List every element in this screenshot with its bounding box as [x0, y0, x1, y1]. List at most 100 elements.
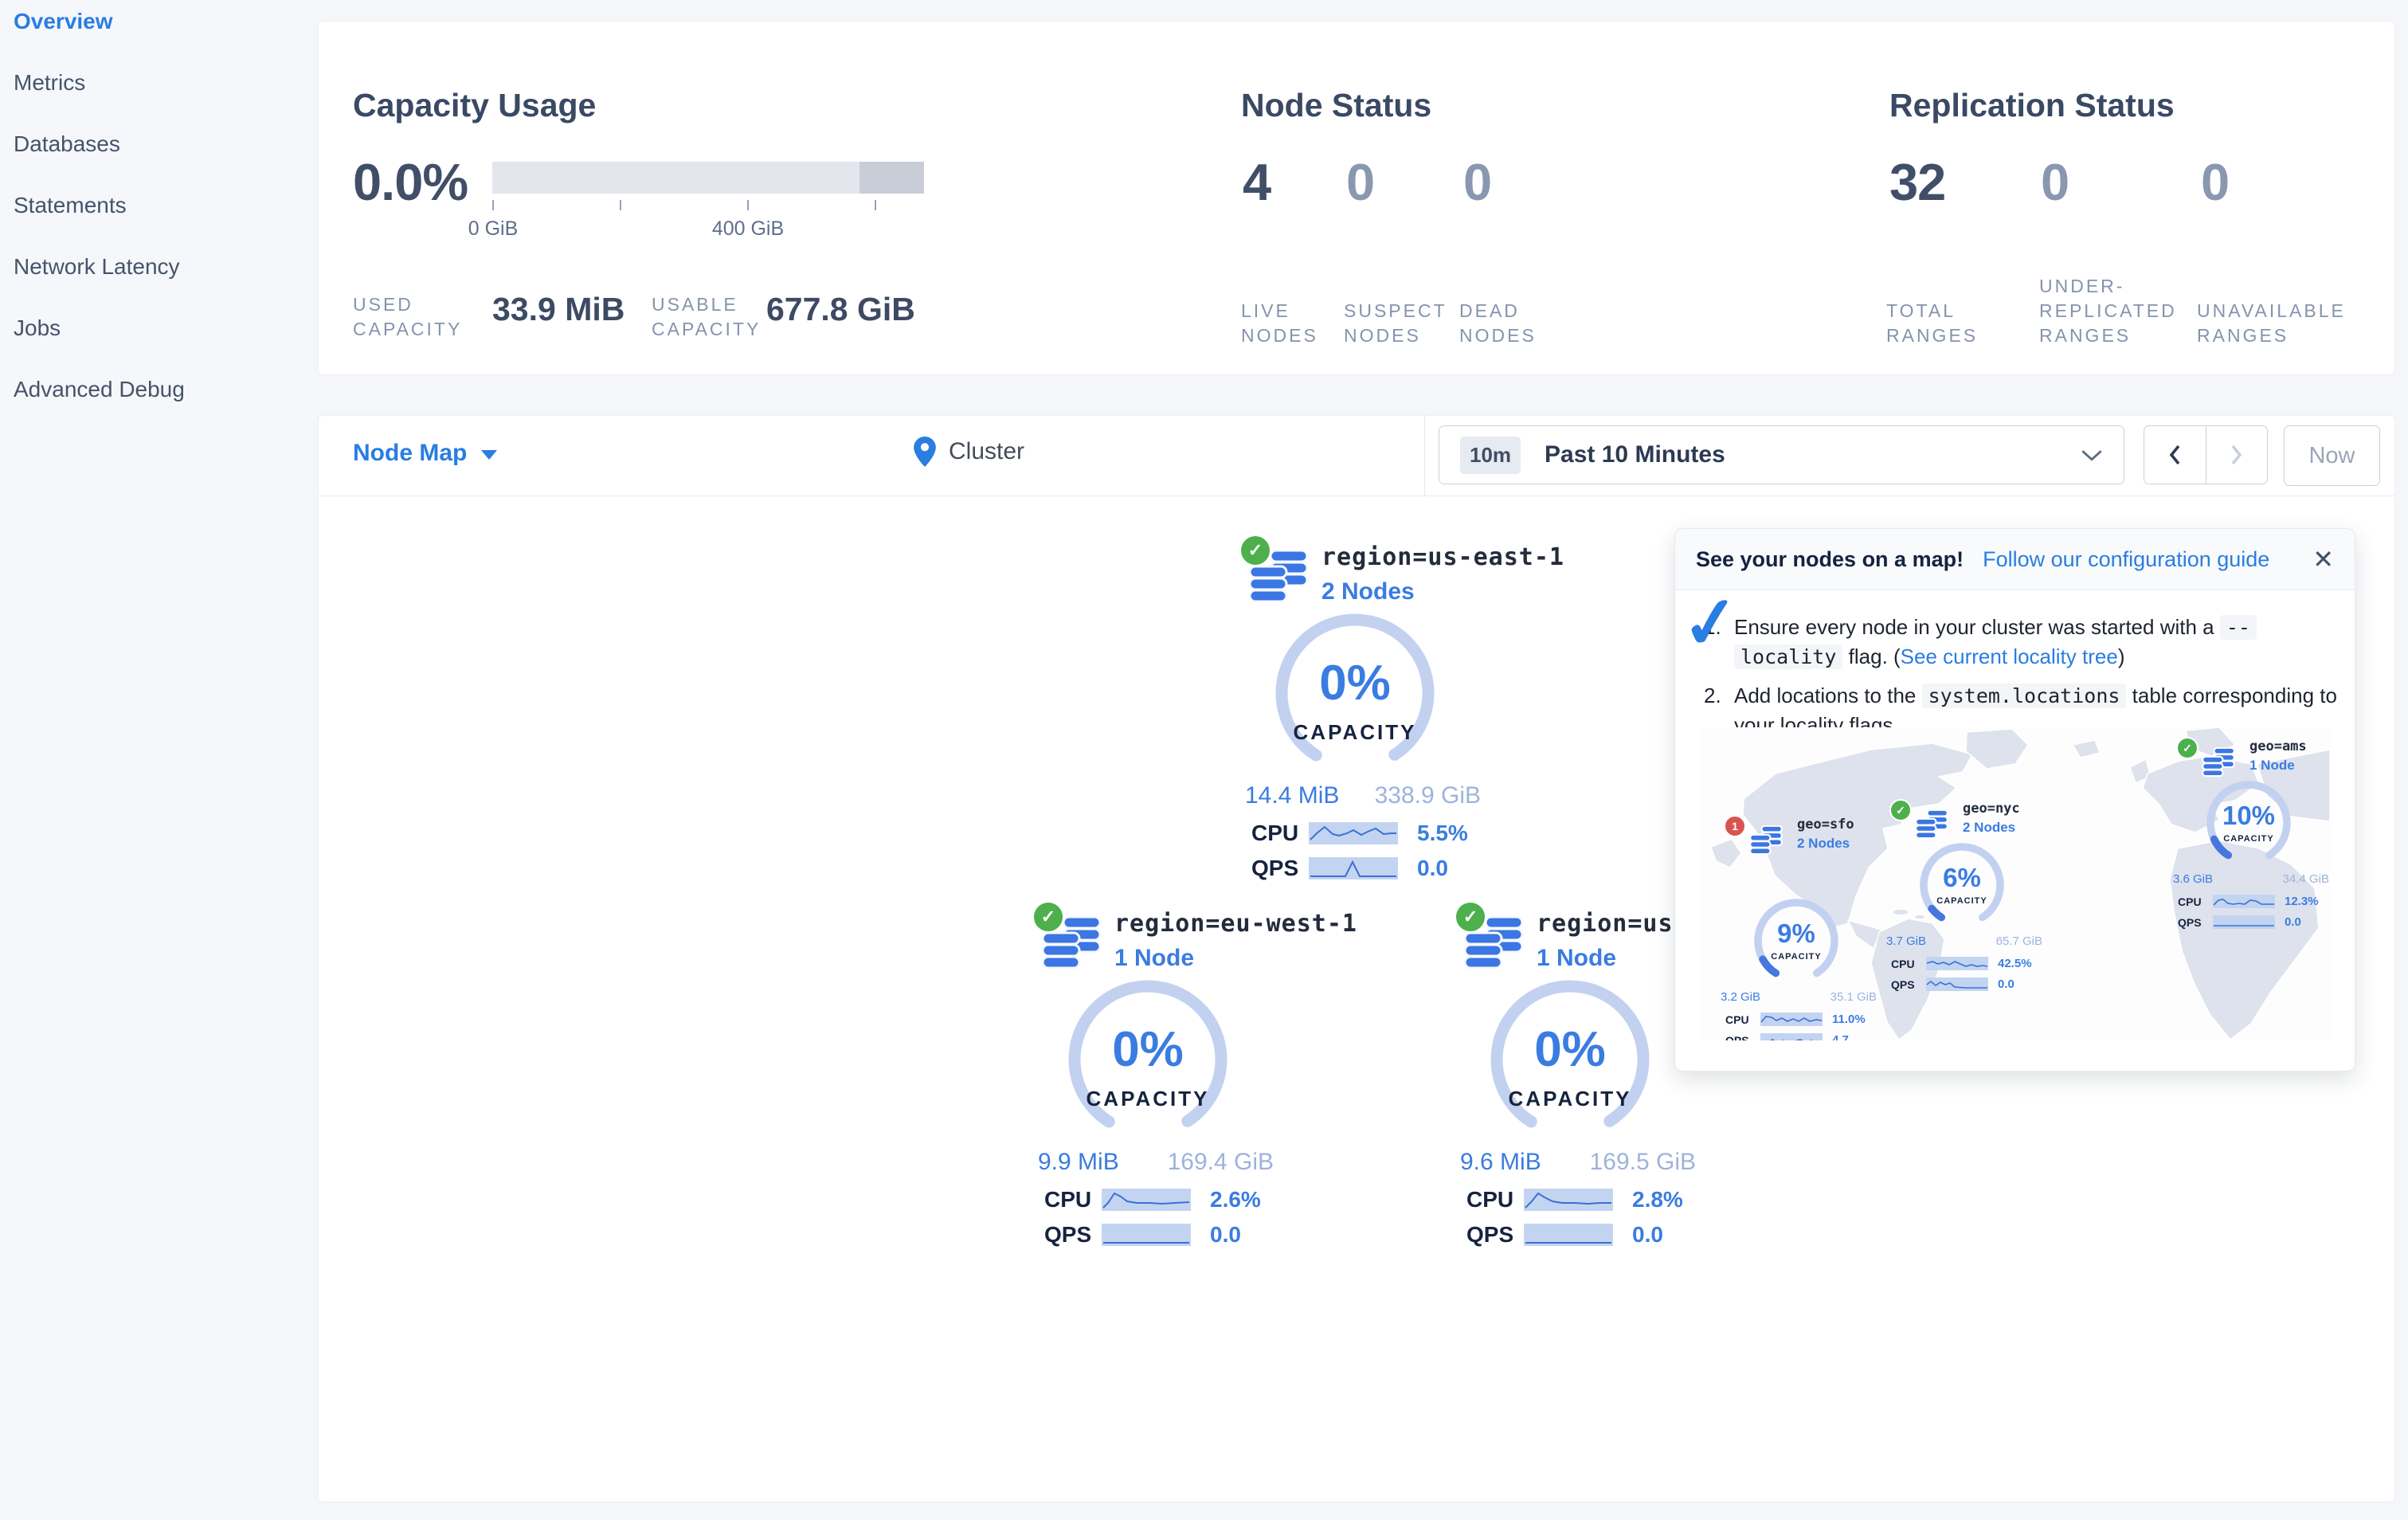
cpu-value: 12.3% [2285, 895, 2319, 908]
capacity-gauge: 10% CAPACITY [2197, 778, 2300, 869]
capacity-tick [875, 200, 876, 210]
capacity-gauge: 0% CAPACITY [1054, 980, 1242, 1144]
capacity-usage-bar [492, 162, 924, 194]
geo-label: geo=ams [2249, 738, 2307, 754]
cpu-label: CPU [1251, 821, 1299, 845]
qps-value: 0.0 [1417, 856, 1448, 880]
cpu-sparkline [1524, 1189, 1613, 1211]
geo-label: geo=nyc [1963, 801, 2020, 817]
cpu-label: CPU [1725, 1013, 1749, 1026]
locality-flag-code: locality [1734, 644, 1843, 669]
region-used-value: 9.6 MiB [1460, 1149, 1541, 1175]
qps-label: QPS [1044, 1222, 1092, 1247]
now-button[interactable]: Now [2284, 425, 2380, 486]
cpu-label: CPU [1891, 957, 1915, 970]
sidebar: Overview Metrics Databases Statements Ne… [0, 0, 313, 1520]
capacity-caption: CAPACITY [1771, 952, 1822, 962]
unavailable-label: UNAVAILABLE RANGES [2197, 300, 2346, 346]
time-prev-button[interactable] [2144, 426, 2206, 484]
region-label: region=eu-west-1 [1114, 910, 1357, 938]
qps-value: 0.0 [1632, 1222, 1663, 1247]
capacity-tick [492, 200, 494, 210]
capacity-percent: 10% [2222, 801, 2276, 830]
qps-sparkline [1760, 1033, 1823, 1040]
close-icon[interactable]: ✕ [2312, 545, 2334, 574]
capacity-usage-title: Capacity Usage [353, 87, 597, 124]
sidebar-item-databases[interactable]: Databases [14, 131, 120, 156]
usable-capacity-value: 677.8 GiB [766, 291, 915, 327]
geo-nodes-label: 2 Nodes [1797, 836, 1850, 851]
geo-usable-value: 34.4 GiB [2282, 872, 2329, 886]
region-usable-value: 338.9 GiB [1374, 782, 1481, 809]
chevron-down-icon [2081, 449, 2102, 461]
sidebar-item-overview[interactable]: Overview [14, 8, 113, 33]
dead-nodes-count: 0 [1463, 153, 1492, 211]
time-range-value: Past 10 Minutes [1545, 441, 1725, 468]
breadcrumb[interactable]: Cluster [914, 437, 1024, 467]
chevron-left-icon [2169, 445, 2180, 465]
capacity-arc [1490, 980, 1650, 1139]
sidebar-item-metrics[interactable]: Metrics [14, 69, 86, 95]
callout-header: See your nodes on a map! Follow our conf… [1675, 529, 2355, 590]
location-pin-icon [914, 437, 936, 467]
capacity-percent: 0% [1319, 656, 1391, 711]
capacity-tick-label-400: 400 GiB [711, 217, 785, 240]
used-capacity-value: 33.9 MiB [492, 291, 625, 327]
capacity-usage-percent: 0.0% [353, 153, 468, 211]
time-next-button[interactable] [2206, 426, 2268, 484]
geo-label: geo=sfo [1797, 817, 1854, 832]
locality-tree-link[interactable]: See current locality tree [1900, 644, 2118, 668]
database-stack-icon [2202, 747, 2235, 778]
callout-title: See your nodes on a map! [1696, 546, 1964, 571]
node-map-setup-callout: See your nodes on a map! Follow our conf… [1674, 528, 2355, 1071]
capacity-caption: CAPACITY [1293, 720, 1417, 744]
database-stack-icon [1041, 916, 1102, 970]
qps-label: QPS [1725, 1033, 1749, 1041]
capacity-caption: CAPACITY [1508, 1087, 1632, 1111]
region-nodes-link[interactable]: 1 Node [1537, 945, 1617, 971]
capacity-bar-reserved-segment [859, 162, 924, 194]
sidebar-item-jobs[interactable]: Jobs [14, 315, 61, 340]
cpu-sparkline [1760, 1013, 1823, 1026]
cpu-value: 2.8% [1632, 1187, 1683, 1212]
usable-capacity-label: USABLE CAPACITY [652, 294, 762, 339]
database-stack-icon [1463, 916, 1524, 970]
cpu-value: 2.6% [1210, 1187, 1261, 1212]
qps-sparkline [1926, 977, 1988, 991]
qps-label: QPS [2178, 915, 2202, 929]
capacity-arc [1068, 980, 1227, 1139]
healthy-check-icon: ✓ [2176, 737, 2199, 759]
geo-used-value: 3.2 GiB [1721, 990, 1761, 1004]
region-nodes-link[interactable]: 1 Node [1114, 945, 1195, 971]
time-pager [2144, 425, 2268, 484]
region-nodes-link[interactable]: 2 Nodes [1321, 578, 1415, 605]
sidebar-item-statements[interactable]: Statements [14, 192, 127, 217]
region-usable-value: 169.5 GiB [1589, 1149, 1696, 1175]
cpu-sparkline [1926, 957, 1988, 970]
node-status-title: Node Status [1241, 87, 1432, 124]
capacity-gauge: 6% CAPACITY [1910, 840, 2014, 931]
capacity-percent: 6% [1943, 863, 1981, 892]
unavailable-count: 0 [2201, 153, 2230, 211]
sidebar-item-network-latency[interactable]: Network Latency [14, 253, 180, 279]
cpu-label: CPU [1466, 1187, 1514, 1212]
dead-nodes-label: DEAD NODES [1459, 300, 1537, 346]
qps-sparkline [1309, 857, 1398, 879]
configuration-guide-link[interactable]: Follow our configuration guide [1983, 546, 2270, 571]
time-range-badge: 10m [1460, 436, 1521, 474]
view-selector-dropdown[interactable]: Node Map [353, 440, 498, 467]
sidebar-item-advanced-debug[interactable]: Advanced Debug [14, 376, 185, 402]
time-range-dropdown[interactable]: 10m Past 10 Minutes [1439, 425, 2124, 484]
region-label: region=us-east-1 [1321, 543, 1564, 571]
setup-step-1: 1. Ensure every node in your cluster was … [1704, 613, 2339, 672]
qps-label: QPS [1891, 977, 1915, 991]
database-stack-icon [1749, 825, 1783, 856]
toolbar-divider [1424, 416, 1425, 496]
capacity-tick-label-0: 0 GiB [468, 217, 519, 240]
healthy-check-icon: ✓ [1454, 900, 1487, 934]
cpu-value: 5.5% [1417, 821, 1468, 845]
qps-label: QPS [1466, 1222, 1514, 1247]
chevron-right-icon [2231, 445, 2242, 465]
cpu-sparkline [1102, 1189, 1191, 1211]
breadcrumb-label: Cluster [949, 438, 1025, 464]
